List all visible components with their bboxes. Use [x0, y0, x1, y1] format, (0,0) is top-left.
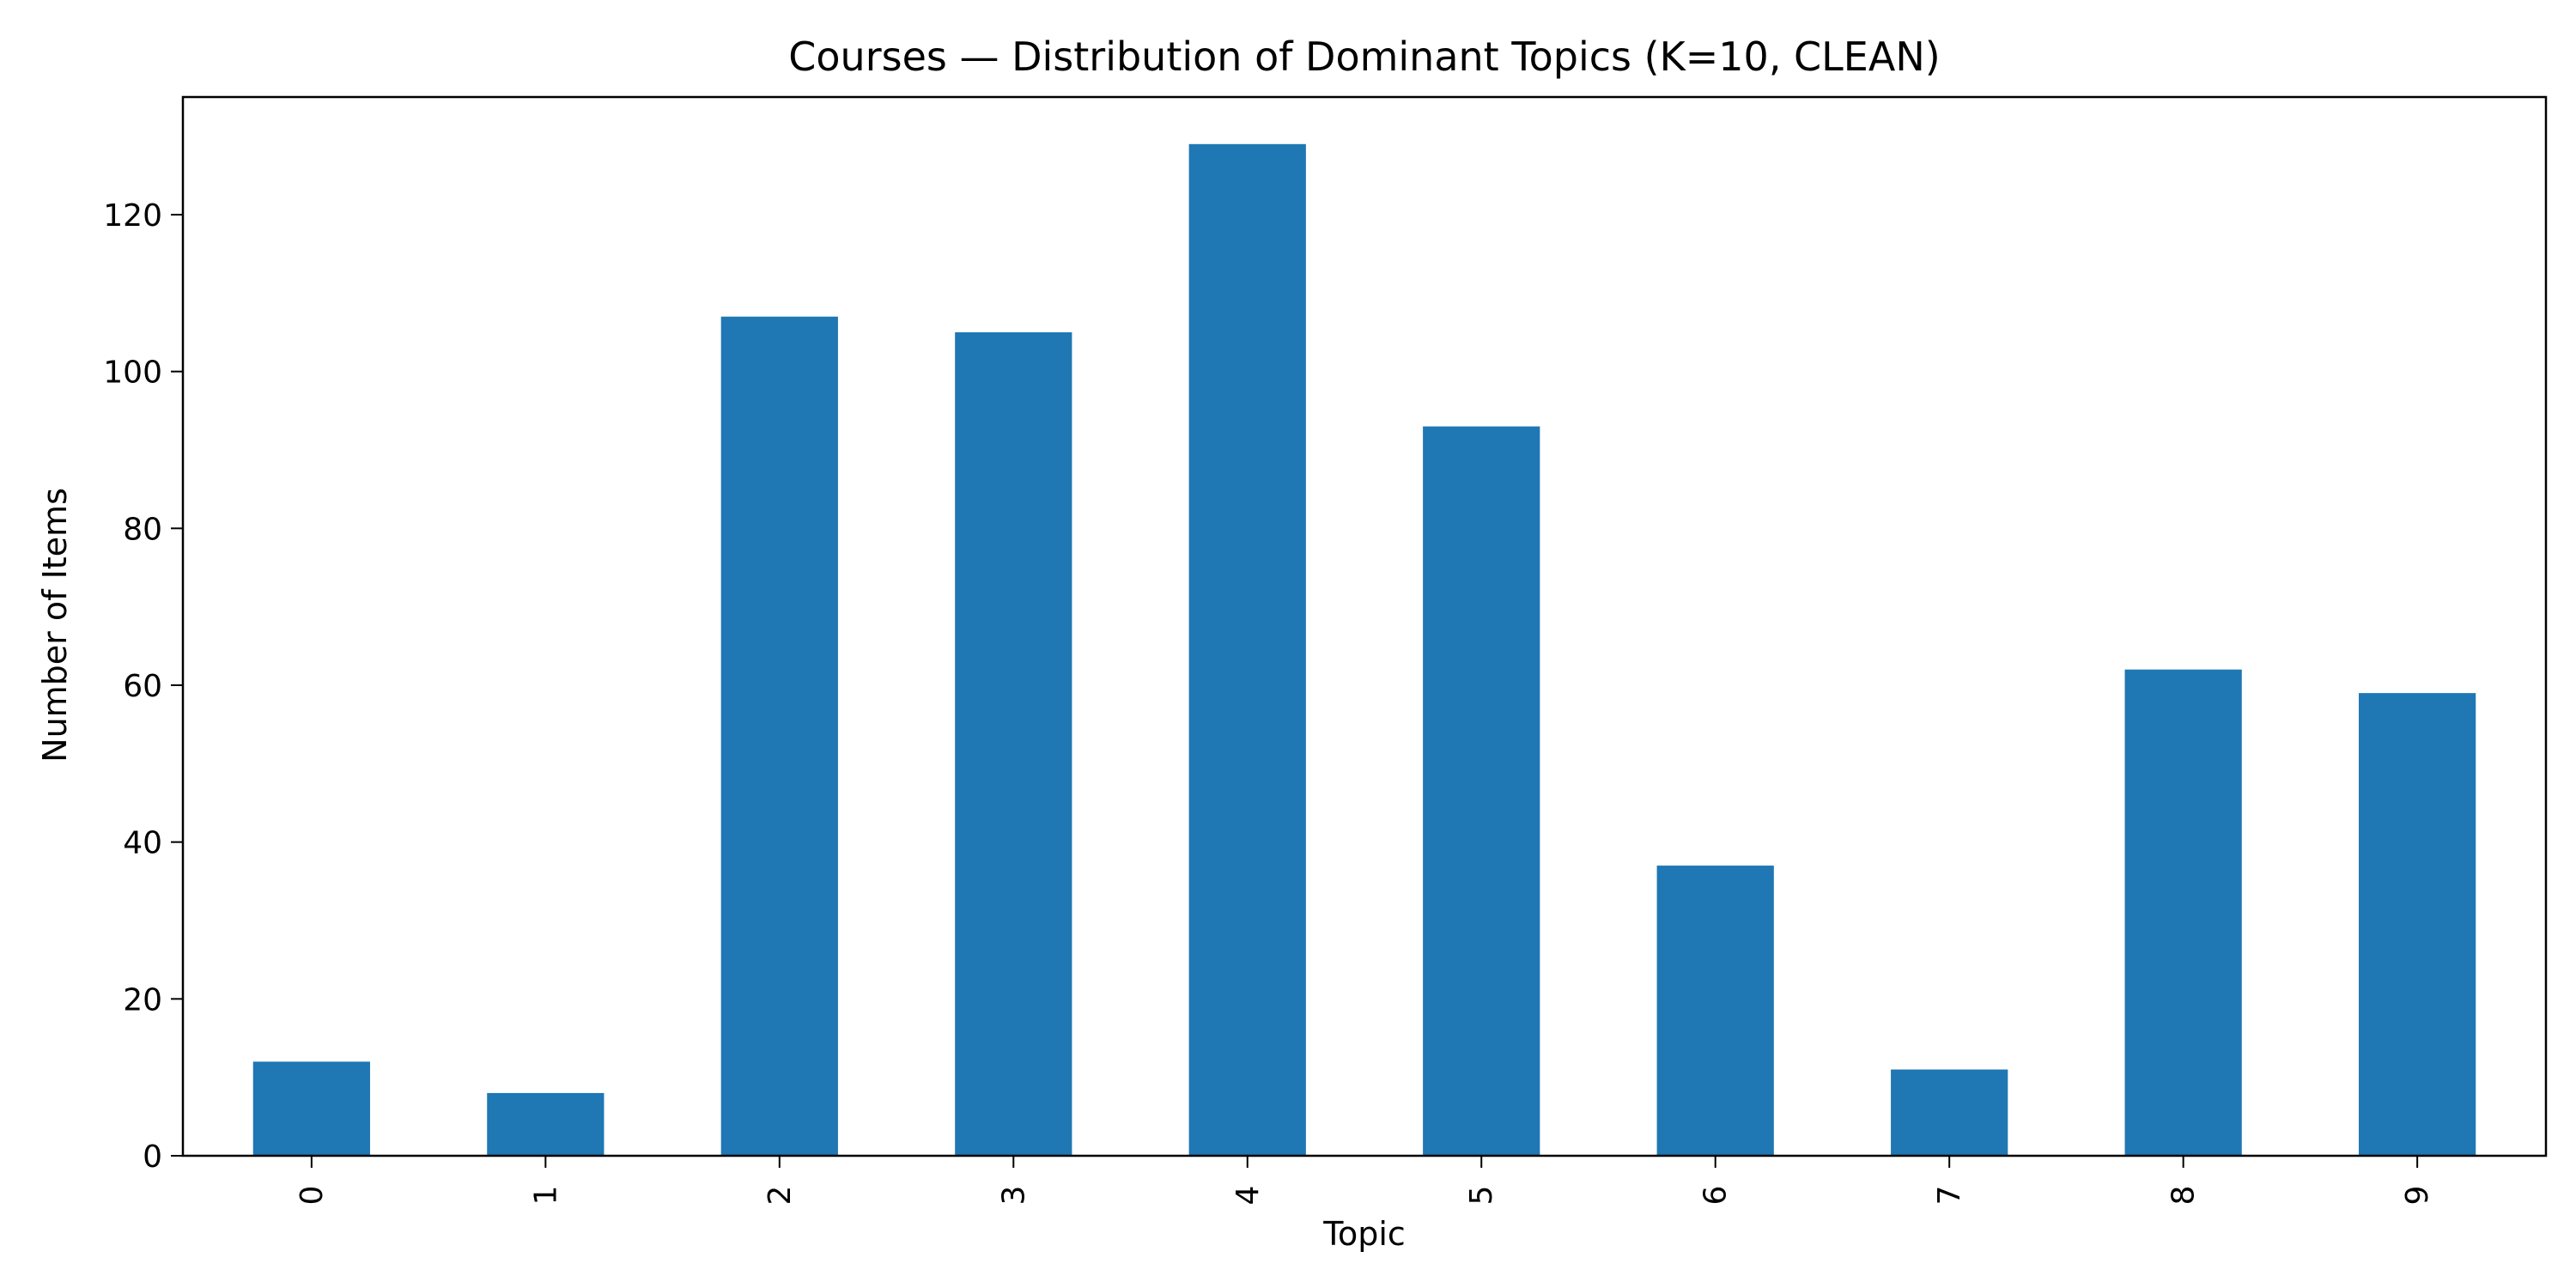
y-tick-label: 100: [103, 355, 162, 391]
bar-topic-1: [487, 1092, 605, 1156]
y-tick-label: 60: [123, 669, 162, 704]
y-tick-label: 40: [123, 826, 162, 861]
bar-topic-8: [2124, 669, 2242, 1156]
bar-topic-9: [2359, 693, 2476, 1156]
bars-group: [252, 143, 2476, 1157]
x-tick-label: 8: [2166, 1186, 2202, 1206]
chart-title: Courses — Distribution of Dominant Topic…: [788, 33, 1940, 80]
plot-frame: [181, 95, 2548, 1157]
x-tick-label: 3: [996, 1186, 1031, 1206]
bar-topic-7: [1891, 1069, 2008, 1156]
x-tick-label: 5: [1464, 1186, 1499, 1206]
y-tick-label: 20: [123, 982, 162, 1018]
x-axis-label: Topic: [1322, 1215, 1406, 1253]
x-tick-label: 7: [1932, 1186, 1967, 1206]
y-axis-label: Number of Items: [36, 488, 74, 762]
x-tick-label: 6: [1698, 1186, 1734, 1206]
y-tick-label: 80: [123, 512, 162, 547]
x-tick-label: 9: [2400, 1186, 2435, 1206]
bar-topic-3: [955, 332, 1072, 1156]
y-tick-label: 0: [143, 1139, 162, 1175]
y-tick-label: 120: [103, 198, 162, 234]
bar-topic-5: [1423, 426, 1540, 1157]
y-axis-ticks: 0 20 40 60 80 100 120: [103, 198, 183, 1175]
x-tick-label: 4: [1230, 1186, 1266, 1206]
bar-topic-6: [1656, 866, 1774, 1156]
x-axis-ticks: 0 1 2 3 4 5 6 7 8 9: [295, 1156, 2435, 1205]
x-tick-label: 0: [295, 1186, 330, 1206]
x-tick-label: 1: [528, 1186, 563, 1206]
bar-topic-2: [720, 316, 838, 1156]
bar-topic-0: [252, 1061, 370, 1156]
bar-topic-4: [1188, 143, 1306, 1156]
x-tick-label: 2: [762, 1186, 798, 1206]
